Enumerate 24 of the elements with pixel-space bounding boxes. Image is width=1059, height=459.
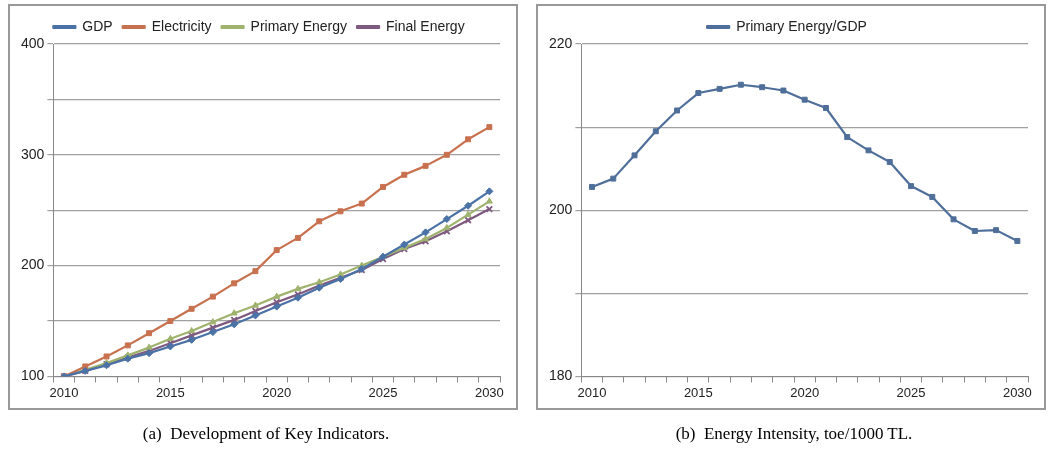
text: (b) Energy Intensity, toe/1000 TL. (674, 424, 914, 444)
x-tick-label: 2025 (368, 384, 398, 400)
y-tick-label: 200 (549, 201, 573, 218)
x-tick-label: 2025 (896, 384, 926, 400)
y-tick-label: 300 (21, 145, 45, 162)
x-tick-label: 2030 (474, 384, 504, 400)
legend-label: Final Energy (386, 17, 465, 34)
y-tick-label: 220 (549, 34, 573, 51)
legend-label: GDP (82, 17, 113, 34)
x-tick-label: 2010 (577, 384, 607, 400)
x-tick-label: 2020 (790, 384, 820, 400)
x-tick-label: 2015 (683, 384, 713, 400)
legend-label: Primary Energy/GDP (736, 17, 867, 34)
legend-label: Primary Energy (250, 17, 348, 34)
y-tick-label: 180 (549, 367, 573, 384)
legend-label: Electricity (151, 17, 212, 34)
text: (a) Development of Key Indicators. (141, 424, 391, 444)
x-tick-label: 2030 (1002, 384, 1032, 400)
y-tick-label: 100 (21, 367, 45, 384)
x-tick-label: 2010 (49, 384, 79, 400)
y-tick-label: 400 (21, 34, 45, 51)
x-tick-label: 2015 (155, 384, 185, 400)
y-tick-label: 200 (21, 256, 45, 273)
x-tick-label: 2020 (262, 384, 292, 400)
